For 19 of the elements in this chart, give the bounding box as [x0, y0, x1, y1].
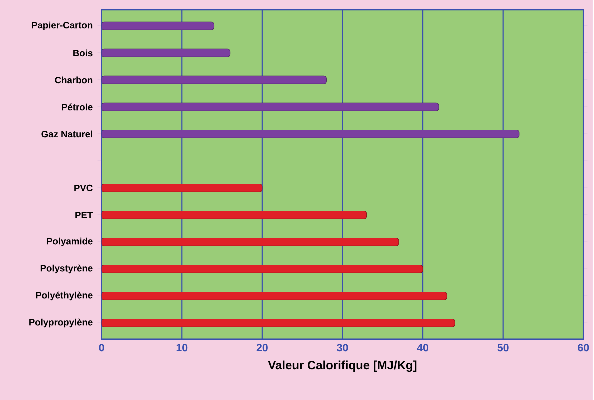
- x-axis-title: Valeur Calorifique [MJ/Kg]: [268, 360, 417, 372]
- y-tick-label: Polystyrène: [40, 264, 93, 274]
- y-tick-label: PET: [76, 212, 94, 218]
- y-tick-label: Charbon: [55, 76, 93, 84]
- x-tick-label: 10: [176, 344, 188, 352]
- x-tick-label: 0: [99, 344, 104, 352]
- x-tick-label: 60: [578, 344, 590, 352]
- x-tick-label: 20: [256, 344, 268, 352]
- y-tick-label: Pétrole: [62, 104, 93, 111]
- y-tick-label: Gaz Naturel: [42, 130, 92, 138]
- y-tick-label: PVC: [74, 184, 93, 192]
- x-tick-label: 30: [337, 344, 348, 352]
- y-tick-label: Polyéthylène: [36, 292, 93, 300]
- y-tick-label: Bois: [74, 50, 93, 56]
- y-tick-label: Polyamide: [47, 238, 93, 246]
- x-tick-label: 40: [417, 344, 429, 352]
- x-tick-label: 50: [498, 344, 509, 352]
- y-tick-label: Polypropylène: [30, 318, 93, 328]
- y-tick-label: Papier-Carton: [32, 22, 93, 30]
